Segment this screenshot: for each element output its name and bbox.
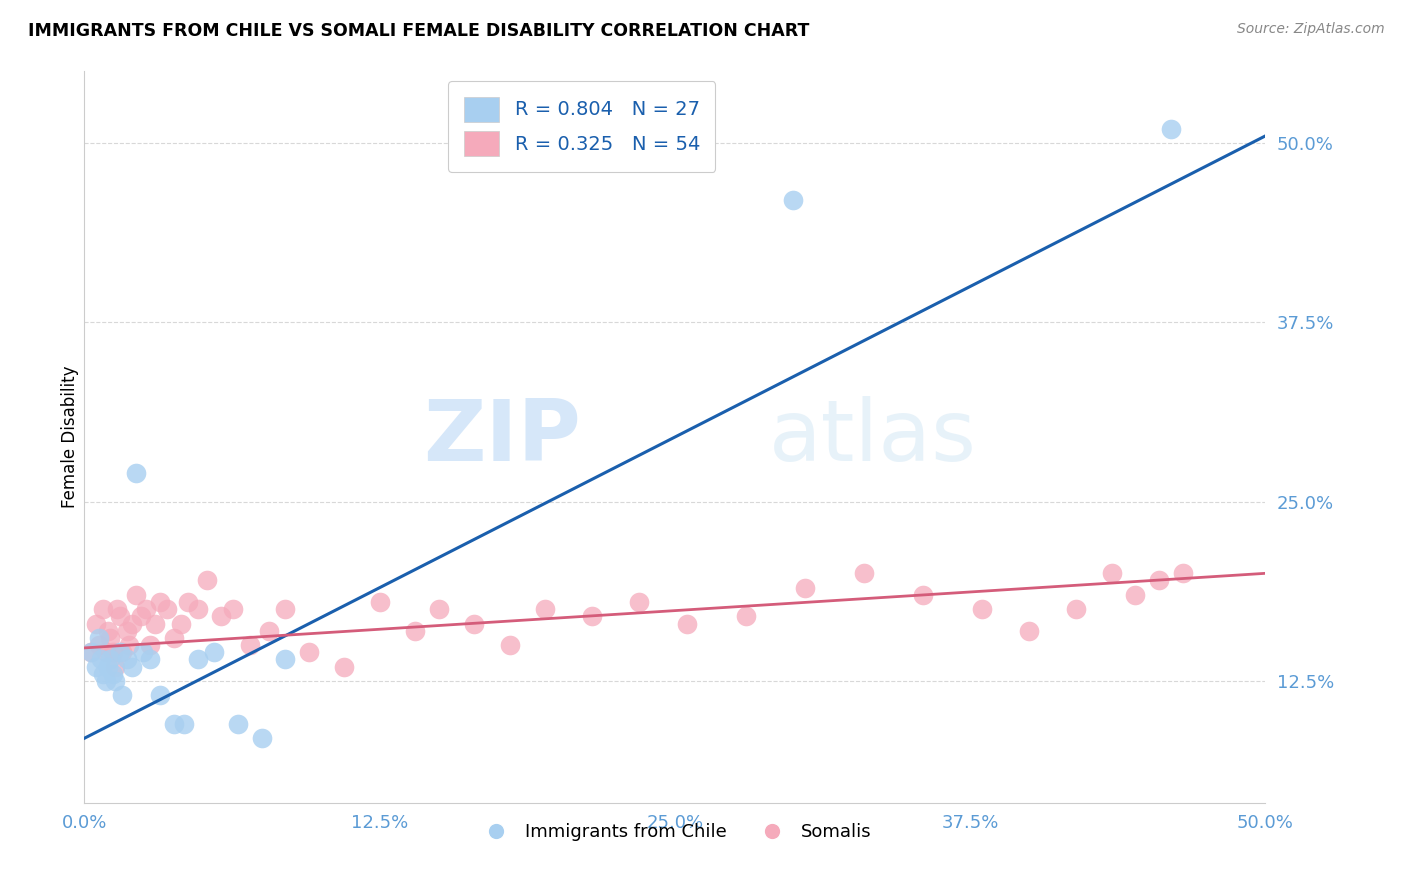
- Point: [534, 602, 557, 616]
- Point: [498, 638, 520, 652]
- Point: [170, 616, 193, 631]
- Point: [84, 659, 107, 673]
- Point: [121, 659, 143, 673]
- Point: [156, 602, 179, 616]
- Point: [187, 652, 209, 666]
- Point: [675, 616, 697, 631]
- Point: [121, 616, 143, 631]
- Point: [226, 717, 249, 731]
- Point: [274, 602, 297, 616]
- Point: [115, 652, 138, 666]
- Point: [970, 602, 993, 616]
- Point: [177, 595, 200, 609]
- Point: [139, 638, 162, 652]
- Point: [143, 616, 166, 631]
- Point: [108, 609, 131, 624]
- Point: [195, 574, 218, 588]
- Point: [239, 638, 262, 652]
- Text: Source: ZipAtlas.com: Source: ZipAtlas.com: [1237, 22, 1385, 37]
- Point: [163, 717, 186, 731]
- Point: [250, 731, 273, 746]
- Point: [94, 673, 117, 688]
- Point: [333, 659, 356, 673]
- Point: [911, 588, 934, 602]
- Point: [104, 673, 127, 688]
- Point: [135, 602, 157, 616]
- Point: [1147, 574, 1170, 588]
- Point: [98, 631, 121, 645]
- Point: [782, 194, 804, 208]
- Point: [257, 624, 280, 638]
- Text: ZIP: ZIP: [423, 395, 581, 479]
- Point: [87, 631, 110, 645]
- Text: atlas: atlas: [769, 395, 977, 479]
- Point: [101, 645, 124, 659]
- Point: [108, 645, 131, 659]
- Point: [94, 645, 117, 659]
- Point: [97, 624, 120, 638]
- Point: [368, 595, 391, 609]
- Point: [163, 631, 186, 645]
- Point: [84, 616, 107, 631]
- Point: [1171, 566, 1194, 581]
- Point: [125, 466, 148, 480]
- Point: [628, 595, 651, 609]
- Point: [139, 652, 162, 666]
- Point: [404, 624, 426, 638]
- Point: [101, 666, 124, 681]
- Point: [222, 602, 245, 616]
- Point: [149, 595, 172, 609]
- Point: [107, 602, 129, 616]
- Point: [274, 652, 297, 666]
- Point: [80, 645, 103, 659]
- Point: [87, 638, 110, 652]
- Point: [427, 602, 450, 616]
- Point: [1066, 602, 1088, 616]
- Point: [1125, 588, 1147, 602]
- Point: [298, 645, 321, 659]
- Point: [115, 624, 138, 638]
- Point: [1101, 566, 1123, 581]
- Point: [125, 588, 148, 602]
- Point: [91, 666, 114, 681]
- Point: [104, 659, 127, 673]
- Point: [581, 609, 603, 624]
- Point: [149, 688, 172, 702]
- Point: [129, 609, 152, 624]
- Point: [90, 652, 112, 666]
- Legend: Immigrants from Chile, Somalis: Immigrants from Chile, Somalis: [471, 816, 879, 848]
- Point: [111, 688, 134, 702]
- Point: [202, 645, 225, 659]
- Point: [1160, 121, 1182, 136]
- Point: [97, 659, 120, 673]
- Point: [91, 602, 114, 616]
- Point: [463, 616, 485, 631]
- Point: [98, 652, 121, 666]
- Point: [132, 645, 155, 659]
- Text: IMMIGRANTS FROM CHILE VS SOMALI FEMALE DISABILITY CORRELATION CHART: IMMIGRANTS FROM CHILE VS SOMALI FEMALE D…: [28, 22, 810, 40]
- Point: [734, 609, 756, 624]
- Y-axis label: Female Disability: Female Disability: [62, 366, 80, 508]
- Point: [852, 566, 875, 581]
- Point: [80, 645, 103, 659]
- Point: [173, 717, 195, 731]
- Point: [793, 581, 815, 595]
- Point: [111, 645, 134, 659]
- Point: [1018, 624, 1040, 638]
- Point: [209, 609, 232, 624]
- Point: [187, 602, 209, 616]
- Point: [118, 638, 141, 652]
